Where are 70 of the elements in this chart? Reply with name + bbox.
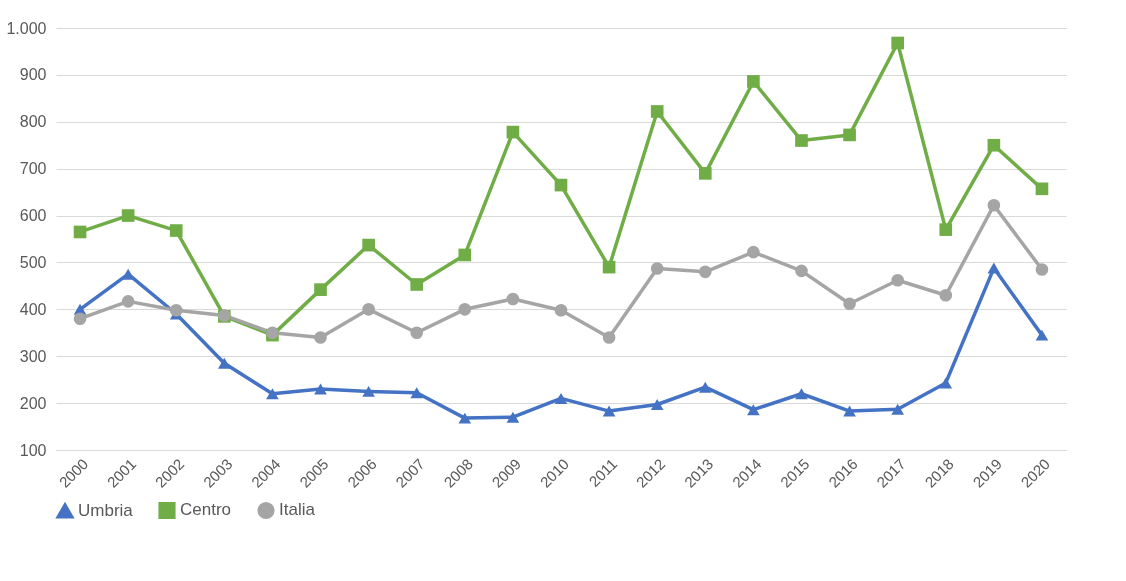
point [554, 178, 568, 192]
point [602, 331, 616, 344]
point [795, 388, 808, 400]
point [410, 387, 424, 399]
point [602, 405, 616, 417]
point [891, 36, 904, 50]
point [266, 388, 279, 400]
point [939, 288, 953, 302]
point [121, 295, 135, 308]
point [554, 303, 568, 317]
point [73, 312, 87, 326]
point [939, 377, 953, 389]
point [506, 125, 520, 139]
point [506, 411, 520, 423]
point [843, 405, 856, 417]
point [747, 75, 760, 88]
point [1035, 182, 1049, 196]
y-tick-label: 200 [19, 394, 47, 412]
legend-label: Umbria [78, 500, 134, 520]
point [218, 357, 231, 369]
point [314, 331, 327, 344]
point [410, 278, 424, 291]
point [410, 326, 424, 340]
point [1035, 329, 1049, 341]
point [843, 297, 856, 311]
y-tick-label: 1.000 [6, 19, 47, 37]
point [506, 292, 520, 306]
point [362, 385, 375, 397]
point [891, 403, 904, 415]
point [314, 383, 327, 395]
point [698, 265, 712, 279]
point [169, 224, 183, 237]
point [795, 134, 808, 147]
y-tick-label: 600 [19, 207, 47, 225]
point [891, 273, 904, 287]
point [747, 404, 760, 416]
point [795, 264, 808, 278]
point [650, 399, 664, 410]
point [650, 262, 664, 275]
point [554, 392, 568, 404]
point [650, 105, 664, 118]
point [602, 260, 616, 274]
legend-label: Centro [180, 500, 232, 520]
point [121, 209, 135, 222]
y-tick-label: 700 [19, 160, 47, 178]
point [698, 381, 712, 393]
y-tick-label: 500 [19, 253, 47, 271]
point [362, 238, 375, 252]
point [698, 167, 712, 180]
point [843, 128, 856, 142]
point [987, 262, 1001, 274]
point [747, 245, 760, 259]
point [169, 303, 183, 317]
legend-label: Italia [279, 500, 316, 520]
point [73, 225, 87, 239]
point [458, 248, 472, 262]
point [362, 303, 375, 316]
y-tick-label: 400 [19, 300, 47, 318]
y-tick-label: 300 [19, 347, 47, 365]
point [314, 283, 327, 296]
y-tick-label: 900 [19, 66, 47, 84]
point [458, 412, 472, 424]
y-tick-label: 800 [19, 113, 47, 131]
point [458, 303, 472, 316]
point [1035, 263, 1049, 276]
point [121, 268, 135, 280]
point [987, 138, 1001, 152]
y-tick-label: 100 [19, 441, 47, 459]
point [939, 223, 953, 236]
point [987, 198, 1001, 212]
